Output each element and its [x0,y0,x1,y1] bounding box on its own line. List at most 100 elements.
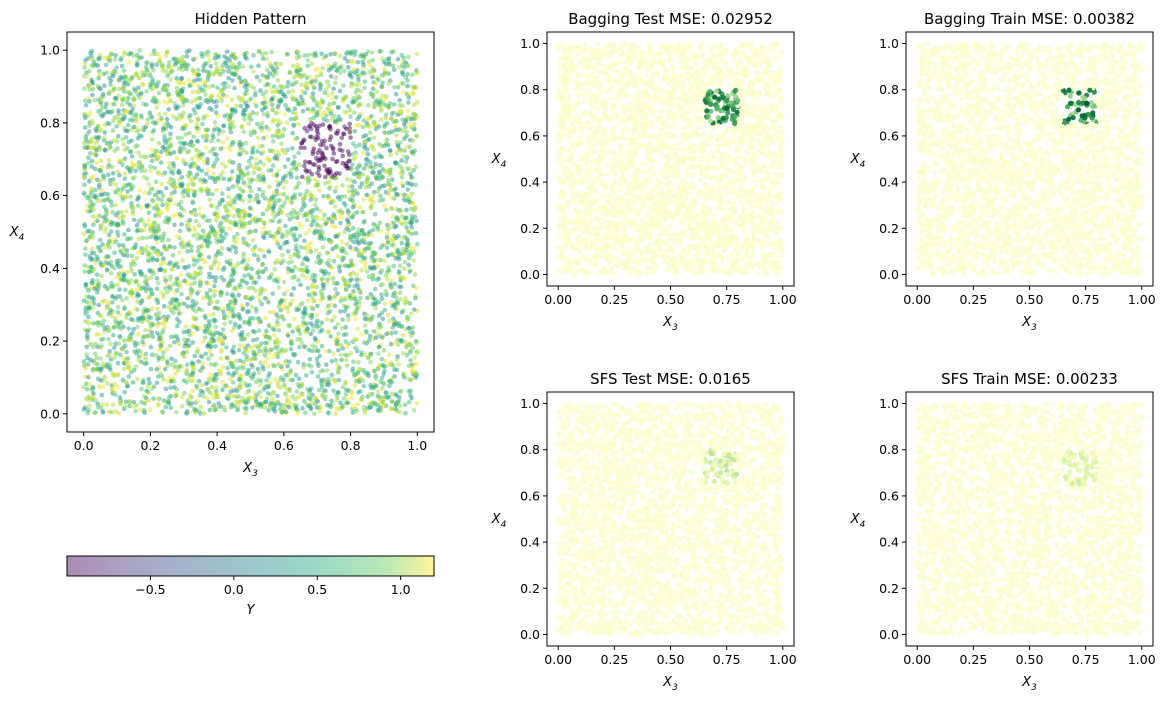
scatter-point [272,155,277,161]
scatter-point [174,276,180,282]
scatter-point [274,319,280,325]
scatter-point [337,53,343,59]
scatter-point [412,122,417,127]
scatter-point [216,53,222,59]
scatter-point [86,314,91,320]
scatter-point [245,302,250,307]
scatter-point [91,391,96,396]
scatter-point [264,383,270,389]
scatter-point [314,356,320,362]
scatter-point [214,375,219,381]
scatter-point [123,343,128,348]
scatter-point [380,243,385,248]
scatter-point [129,289,134,295]
scatter-point [348,59,354,64]
scatter-point [357,101,362,107]
scatter-point [208,362,214,367]
scatter-point [396,362,402,367]
scatter-point [353,316,359,321]
scatter-point [144,121,150,127]
scatter-point [304,275,309,280]
scatter-point [255,199,261,205]
scatter-point [330,96,335,101]
scatter-point [144,89,149,94]
scatter-point [304,269,310,274]
scatter-point [165,360,170,365]
scatter-point [129,201,134,206]
scatter-point [394,400,400,406]
scatter-point [257,144,263,149]
scatter-point [190,143,196,148]
scatter-point [177,149,183,155]
scatter-point [348,244,353,250]
scatter-point [150,137,155,142]
scatter-point [196,67,201,73]
scatter-point [332,51,338,56]
scatter-point [234,366,240,372]
scatter-point [324,368,330,373]
scatter-point [147,294,152,300]
scatter-point [260,56,266,61]
scatter-point [238,284,243,290]
scatter-point [251,338,256,343]
scatter-point [237,212,242,217]
scatter-point [220,129,226,134]
scatter-point [390,63,396,69]
scatter-point [315,374,321,379]
scatter-point [373,154,378,160]
scatter-point [198,155,204,160]
scatter-point [178,280,183,286]
scatter-point [180,157,186,163]
scatter-point [277,83,283,89]
scatter-point [303,410,308,416]
scatter-point [163,286,168,291]
scatter-point [283,94,288,100]
scatter-point [350,225,356,231]
scatter-point [407,144,413,150]
scatter-point [218,172,223,178]
scatter-point [264,328,269,334]
scatter-point [355,326,361,331]
scatter-point [110,299,115,305]
scatter-point [106,232,112,238]
scatter-point [389,111,395,116]
scatter-point [304,373,309,378]
scatter-point [375,263,380,269]
scatter-point [241,129,247,134]
scatter-point [268,403,273,409]
scatter-point [381,403,387,409]
scatter-point [335,254,341,259]
scatter-point [341,276,346,281]
scatter-point [82,163,87,168]
scatter-point [341,404,347,409]
scatter-point [246,121,251,127]
scatter-point [128,277,134,283]
scatter-point [311,146,317,151]
scatter-point [169,191,175,196]
scatter-point [91,321,96,326]
scatter-point [179,351,185,357]
scatter-point [244,165,250,171]
scatter-point [326,179,332,185]
scatter-point [228,278,233,284]
scatter-point [353,188,358,193]
scatter-point [189,288,195,293]
scatter-point [129,154,135,159]
scatter-point [288,116,294,122]
scatter-point [283,179,289,185]
scatter-point [389,238,395,243]
scatter-point [281,279,287,285]
scatter-point [167,343,173,349]
scatter-point [329,398,335,404]
scatter-point [367,404,373,410]
scatter-point [94,254,100,260]
scatter-point [256,328,262,334]
scatter-point [171,379,177,384]
scatter-point [266,408,271,413]
scatter-point [320,245,326,250]
scatter-point [174,386,180,392]
scatter-point [317,157,322,163]
scatter-point [154,240,159,245]
scatter-point [267,61,273,66]
scatter-point [205,69,210,75]
